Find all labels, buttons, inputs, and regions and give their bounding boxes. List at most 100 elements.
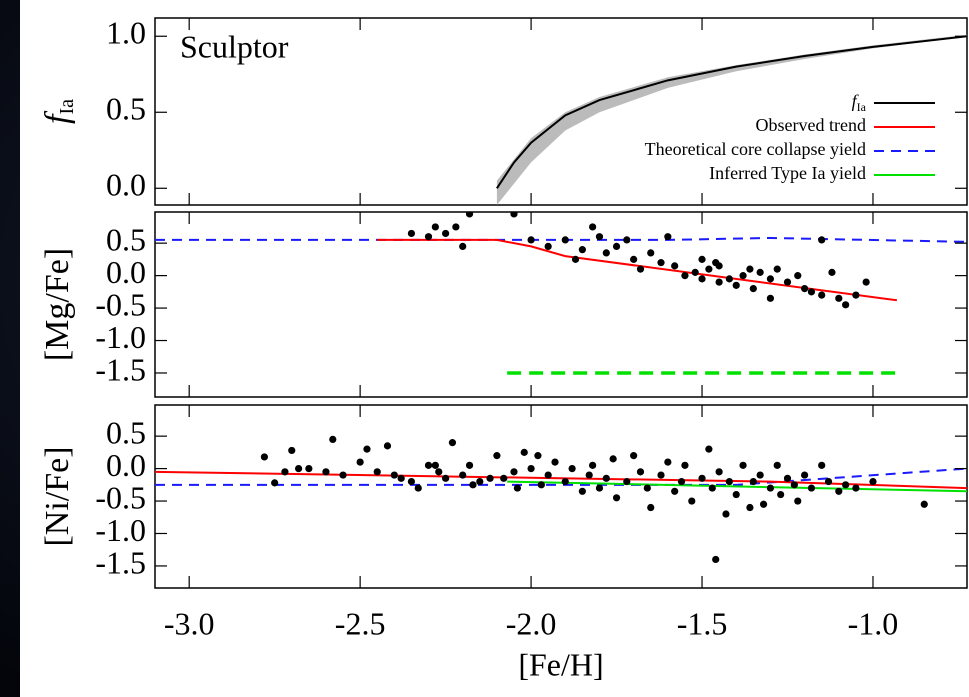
data-point [442,474,450,482]
legend-label-text: Observed trend [756,115,866,135]
trend-line [155,467,967,486]
data-point [794,272,802,280]
data-point [818,461,826,469]
data-point [749,284,757,293]
data-point [609,455,617,463]
x-tick-label: -2.0 [506,605,557,641]
data-point [602,474,610,482]
data-point [442,229,450,238]
data-point [363,445,371,453]
x-tick-label: -1.5 [677,605,728,641]
data-point [749,477,757,486]
data-point [390,471,398,479]
data-point [783,474,792,482]
data-point [424,233,433,241]
y-tick-label: -0.5 [95,479,146,515]
data-point [373,468,381,476]
uncertainty-band [496,34,967,205]
data-point [630,452,638,460]
data-point [459,242,467,251]
y-tick-label: 0.0 [106,167,146,203]
trend-line [377,238,898,302]
data-point [746,503,754,512]
data-point [698,474,706,482]
y-tick-label: 1.0 [106,15,146,51]
legend-label: Inferred Type Ia yield [709,163,866,183]
data-point [828,268,836,276]
data-point [397,474,405,482]
data-point [773,265,781,273]
data-point [807,288,816,296]
data-point [623,477,631,486]
legend-label-subscript: Ia [857,100,867,114]
data-point [835,294,843,302]
data-point [862,278,870,286]
data-point [756,268,764,276]
data-point [725,477,733,486]
data-point [551,458,559,466]
data-point [322,468,330,476]
data-point [486,474,494,482]
data-point [647,249,655,257]
data-point [664,233,672,241]
data-point [790,481,798,489]
data-point [414,484,422,492]
trend-line [507,480,967,493]
data-point [869,477,877,486]
legend-label: fIa [852,91,867,114]
data-point [589,461,597,469]
y-tick-label: -0.5 [95,286,146,322]
data-point [766,484,775,492]
data-point [636,265,645,273]
plot-layer [155,212,967,375]
data-point [715,262,723,270]
trend-line [155,470,967,490]
data-point [807,484,816,492]
y-axis-label-text: [Mg/Fe] [39,248,76,361]
data-point [818,291,826,299]
data-point [698,255,706,263]
data-point [271,479,279,487]
y-tick-label: 0.5 [106,414,146,450]
data-point [801,284,809,293]
data-point [578,487,586,495]
data-point [715,468,723,476]
data-point [305,464,313,473]
data-point [671,487,679,495]
data-point [465,461,474,469]
plot-area [154,404,968,589]
data-point [777,490,785,499]
legend-label-text: f [852,91,860,111]
y-tick-label: -1.5 [95,544,146,580]
x-tick-label: -3.0 [164,605,215,641]
data-point [612,242,621,251]
data-point [513,484,522,492]
y-axis-label: [Ni/Fe] [39,446,76,546]
data-point [534,452,542,460]
data-point [561,477,569,486]
data-point [407,477,416,486]
data-point [677,477,686,486]
y-tick-label: 0.0 [106,254,146,290]
data-point [431,461,439,469]
data-point [520,448,528,456]
data-point [288,446,296,455]
data-point [527,236,535,244]
data-point [578,246,586,254]
data-point [452,223,460,231]
data-point [544,242,552,251]
data-point [571,255,580,263]
panel-annotation: Sculptor [180,28,289,64]
data-point [759,500,768,508]
plot-layer [155,435,967,564]
data-point [698,275,706,283]
data-point [643,484,651,492]
data-point [294,464,303,473]
y-tick-label: -1.5 [95,351,146,387]
data-point [383,442,392,450]
legend-label: Theoretical core collapse yield [645,139,866,159]
data-point [835,487,843,495]
y-tick-label: 0.0 [106,447,146,483]
data-point [739,461,747,469]
